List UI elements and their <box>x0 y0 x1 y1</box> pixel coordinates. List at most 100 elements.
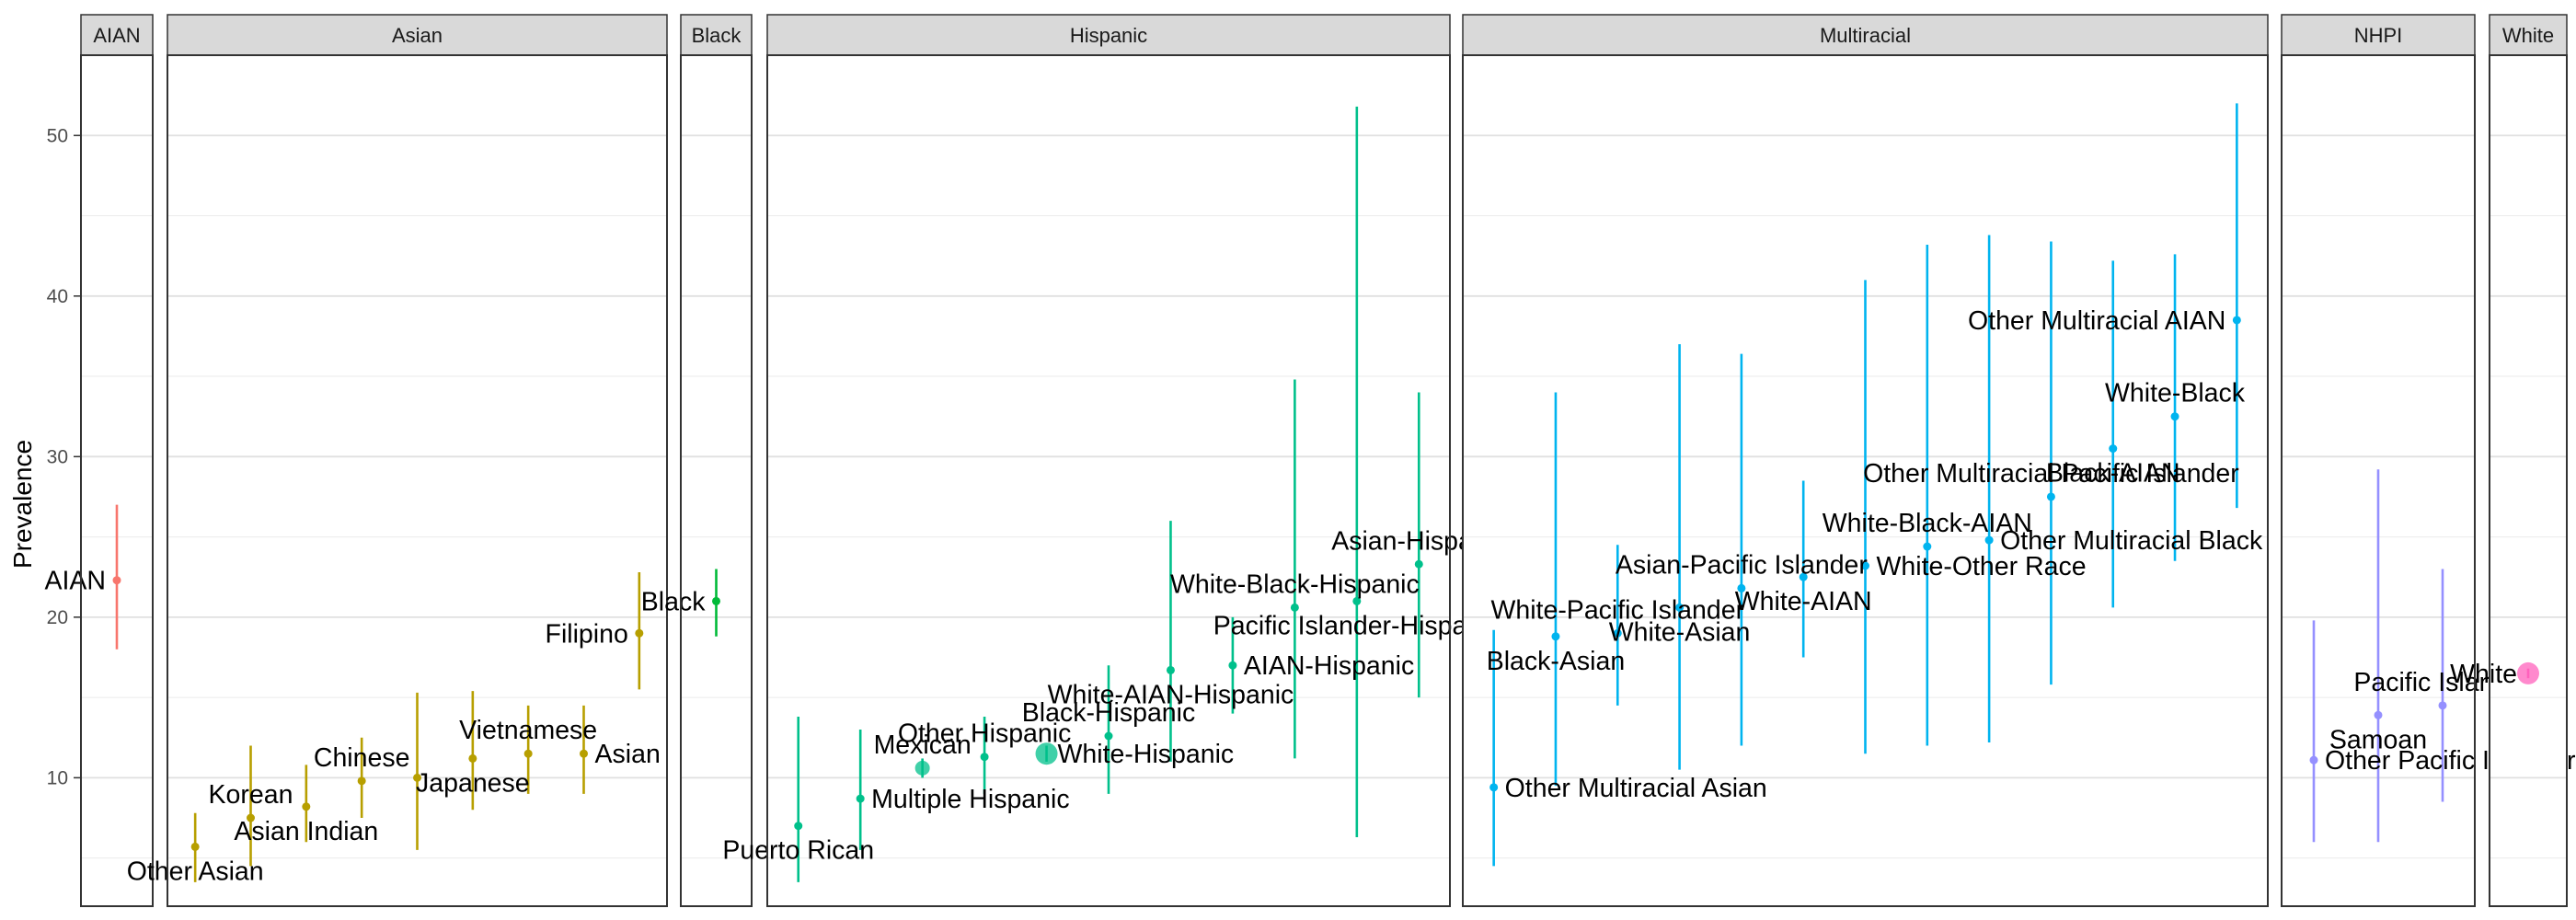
point-label: White-Asian <box>1609 617 1751 647</box>
panel-border <box>2281 54 2476 907</box>
panel-border <box>2489 54 2568 907</box>
data-point <box>2046 492 2055 501</box>
point-label: Other Multiracial Pacific Islander <box>1863 459 2239 489</box>
data-point <box>712 596 720 605</box>
panel-background <box>81 55 153 906</box>
point-label: Asian-Pacific Islander <box>1616 550 1869 580</box>
data-point <box>1166 665 1175 674</box>
data-point <box>190 842 200 851</box>
panel-border <box>680 54 753 907</box>
point-label: AIAN-Hispanic <box>1244 651 1414 681</box>
point-label: Vietnamese <box>459 716 597 745</box>
y-axis: 10 20 30 40 50 <box>47 125 81 788</box>
data-point <box>357 776 366 786</box>
point-label: Chinese <box>314 743 410 773</box>
data-point <box>1799 572 1808 581</box>
point-label: White-Black-AIAN <box>1823 509 2032 538</box>
data-point <box>1414 559 1423 569</box>
point-label: Black-AIAN <box>2046 459 2180 489</box>
point-labels: Other Asian Korean Asian Indian ChineseJapa… <box>127 619 661 886</box>
y-axis-title: Prevalence <box>8 440 37 569</box>
y-tick-label: 20 <box>47 607 68 628</box>
panel-background <box>681 55 752 906</box>
data-point <box>914 760 930 776</box>
data-point <box>523 749 533 758</box>
point-label: Other Asian <box>127 857 264 886</box>
point-label: Other Hispanic <box>898 719 1072 749</box>
facet-strip <box>80 14 154 56</box>
point-label: Black-Hispanic <box>1022 698 1195 728</box>
point-label: White-Pacific Islander <box>1490 595 1744 625</box>
point-labels: AIAN <box>44 567 106 596</box>
facet-strip <box>766 14 1451 56</box>
point-labels: White <box>2450 660 2517 689</box>
data-point <box>580 749 588 758</box>
data-point <box>1228 661 1237 670</box>
data-point <box>2517 661 2539 684</box>
data-point <box>2309 755 2318 765</box>
point-label: White-Black <box>2105 379 2246 408</box>
facet-strip-label: Multiracial <box>1820 24 1911 47</box>
facet-strip <box>2281 14 2476 56</box>
facet-strip-label: NHPI <box>2354 24 2403 47</box>
data-point <box>1675 603 1685 612</box>
data-point <box>1984 535 1994 545</box>
point-label: Puerto Rican <box>722 836 874 866</box>
point-label: Other Multiracial AIAN <box>1968 306 2225 336</box>
point-labels: Other Multiracial AsianBlack-AsianWhite-… <box>1487 306 2263 803</box>
data-point <box>302 802 311 811</box>
point-label: Samoan <box>2329 725 2427 754</box>
data-point <box>413 773 421 782</box>
point-label: White-Other Race <box>1877 552 2087 581</box>
point-label: White-AIAN <box>1735 587 1872 616</box>
facet-strip-label: AIAN <box>93 24 140 47</box>
point-label: Pacific Islander-Hispanic <box>1213 611 1501 640</box>
point-label: Other Multiracial Black <box>2000 526 2263 556</box>
point-label: Filipino <box>546 619 628 649</box>
facet-white: White White <box>2450 14 2568 907</box>
y-tick-label: 30 <box>47 446 68 467</box>
data-point <box>1489 783 1499 792</box>
facet-strip-label: Black <box>692 24 742 47</box>
data-point <box>2170 412 2179 421</box>
data-point <box>2374 710 2383 719</box>
facet-black: Black Black <box>641 14 753 907</box>
data-point <box>2438 701 2447 710</box>
facet-strip <box>1462 14 2269 56</box>
data-point <box>980 753 989 762</box>
data-point <box>2109 444 2118 454</box>
point-label: Asian Indian <box>234 817 378 846</box>
data-point <box>856 794 865 803</box>
data-point <box>2232 316 2241 325</box>
facet-strip <box>2489 14 2568 56</box>
point-label: Multiple Hispanic <box>871 785 1069 814</box>
point-label: White-Hispanic <box>1058 740 1235 769</box>
facet-strip-label: White <box>2502 24 2554 47</box>
data-point <box>112 576 121 585</box>
point-labels: Puerto Rican Multiple Hispanic MexicanOthe… <box>722 526 1506 865</box>
facet-strip-label: Asian <box>392 24 443 47</box>
facet-multiracial: Multiracial Other Multiracial Asian Black-… <box>1462 14 2269 907</box>
data-point <box>1613 628 1622 638</box>
data-point <box>247 813 255 822</box>
point-labels: Black <box>641 587 706 616</box>
point-label: White-Black-Hispanic <box>1170 569 1420 599</box>
data-point <box>1737 583 1746 592</box>
point-label: Mexican <box>874 730 972 760</box>
data-point <box>635 628 644 638</box>
facet-aian: AIAN AIAN <box>44 14 154 907</box>
data-point <box>1035 742 1058 765</box>
point-label: Black-Asian <box>1487 647 1625 676</box>
point-label: AIAN <box>44 567 106 596</box>
point-label: Other Multiracial Asian <box>1505 774 1767 803</box>
point-label: Asian <box>595 740 661 769</box>
y-tick-label: 50 <box>47 125 68 146</box>
point-label: Black <box>641 587 706 616</box>
point-label: White-AIAN-Hispanic <box>1048 680 1294 709</box>
point-label: Japanese <box>416 768 530 798</box>
data-point <box>1104 731 1113 741</box>
panel-background <box>2490 55 2567 906</box>
data-point <box>1290 603 1299 612</box>
facet-hispanic: Hispanic Puerto Rican Multiple Hispanic Mex… <box>722 14 1506 907</box>
